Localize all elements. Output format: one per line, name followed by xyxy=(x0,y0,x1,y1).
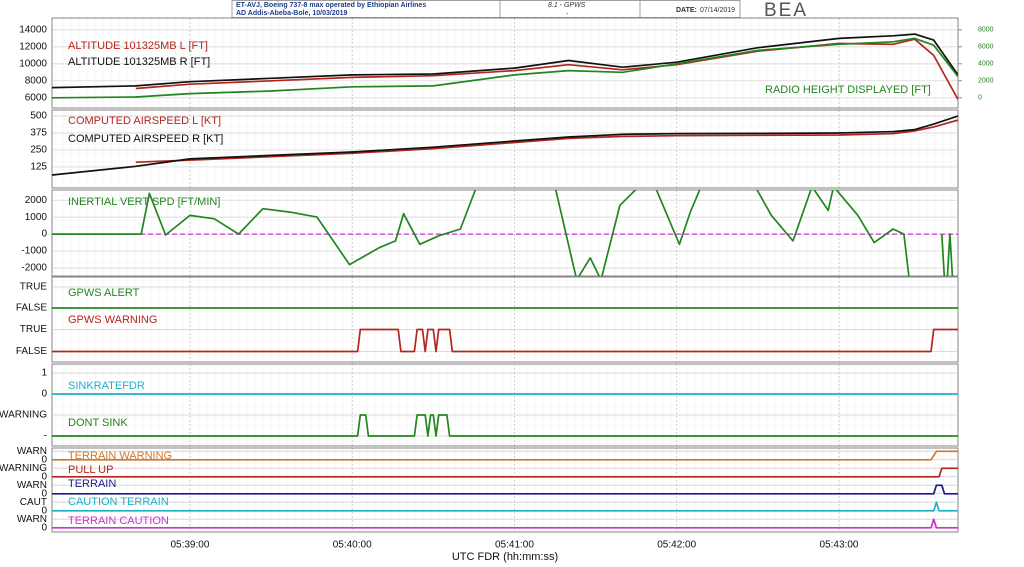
legend-label: ALTITUDE 101325MB L [FT] xyxy=(68,40,208,52)
legend-label: TERRAIN xyxy=(68,478,116,490)
header-date: 07/14/2019 xyxy=(700,7,735,14)
y-tick-label: 0 xyxy=(41,505,47,516)
series-line xyxy=(52,501,958,512)
x-axis-title: UTC FDR (hh:mm:ss) xyxy=(452,551,558,563)
legend-label: INERTIAL VERT SPD [FT/MIN] xyxy=(68,196,220,208)
panel-frame xyxy=(51,363,959,447)
x-tick-label: 05:40:00 xyxy=(333,540,372,551)
legend-label: COMPUTED AIRSPEED L [KT] xyxy=(68,115,221,127)
series-line xyxy=(52,190,954,276)
panel-frame xyxy=(51,17,959,109)
legend-label: PULL UP xyxy=(68,464,113,476)
legend-label: GPWS ALERT xyxy=(68,287,140,299)
panel-frame xyxy=(51,189,959,277)
header-title: ET-AVJ, Boeing 737-8 max operated by Eth… xyxy=(236,2,426,9)
y-tick-label: 14000 xyxy=(19,25,47,36)
series-line xyxy=(135,38,958,100)
header-box xyxy=(231,0,741,18)
x-tick-label: 05:42:00 xyxy=(657,540,696,551)
y-tick-label: 2000 xyxy=(25,195,48,206)
series-line xyxy=(52,115,958,176)
y-tick-label: CAUT xyxy=(20,497,47,508)
panel-frame xyxy=(51,447,959,533)
panel-background xyxy=(52,110,958,188)
y2-tick-label: 0 xyxy=(978,95,982,102)
panel-background xyxy=(52,364,958,446)
panel-background xyxy=(52,277,958,362)
series-line xyxy=(52,33,958,89)
legend-label: GPWS WARNING xyxy=(68,314,157,326)
legend-label: RADIO HEIGHT DISPLAYED [FT] xyxy=(765,84,931,96)
x-tick-label: 05:41:00 xyxy=(495,540,534,551)
legend-label: DONT SINK xyxy=(68,417,128,429)
y-tick-label: WARN xyxy=(17,480,47,491)
panel-background xyxy=(52,448,958,532)
y-tick-label: WARN xyxy=(17,446,47,457)
y-tick-label: WARNING xyxy=(0,410,47,421)
y-tick-label: 375 xyxy=(30,128,47,139)
y-tick-label: WARN xyxy=(17,514,47,525)
y-tick-label: -1000 xyxy=(21,246,47,257)
series-line xyxy=(52,37,958,99)
y-tick-label: 12000 xyxy=(19,42,47,53)
legend-label: ALTITUDE 101325MB R [FT] xyxy=(68,56,210,68)
legend-label: TERRAIN CAUTION xyxy=(68,515,169,527)
y-tick-label: TRUE xyxy=(20,282,48,293)
y-tick-label: 10000 xyxy=(19,58,47,69)
y-tick-label: 0 xyxy=(41,471,47,482)
y2-tick-label: 4000 xyxy=(978,61,994,68)
y-tick-label: FALSE xyxy=(16,346,47,357)
y-tick-label: 6000 xyxy=(25,92,48,103)
y-tick-label: - xyxy=(44,431,47,442)
y-tick-label: FALSE xyxy=(16,303,47,314)
y-tick-label: 0 xyxy=(41,522,47,533)
series-line xyxy=(52,328,958,353)
series-line xyxy=(52,414,958,437)
y-tick-label: 0 xyxy=(41,488,47,499)
y-tick-label: 1 xyxy=(41,368,47,379)
y2-tick-label: 8000 xyxy=(978,27,994,34)
y2-tick-label: 2000 xyxy=(978,78,994,85)
y-tick-label: 8000 xyxy=(25,75,48,86)
series-line xyxy=(52,518,958,529)
y-tick-label: -2000 xyxy=(21,263,47,274)
y-tick-label: 250 xyxy=(30,145,47,156)
y-tick-label: 0 xyxy=(41,454,47,465)
x-tick-label: 05:43:00 xyxy=(820,540,859,551)
logo: BEA xyxy=(764,0,808,21)
legend-label: COMPUTED AIRSPEED R [KT] xyxy=(68,133,223,145)
header-date-label: DATE: xyxy=(676,7,697,14)
panel-frame xyxy=(51,109,959,189)
series-line xyxy=(52,467,958,478)
y-tick-label: TRUE xyxy=(20,324,48,335)
y-tick-label: 1000 xyxy=(25,212,48,223)
legend-label: CAUTION TERRAIN xyxy=(68,496,169,508)
legend-label: TERRAIN WARNING xyxy=(68,450,172,462)
y-tick-label: 0 xyxy=(41,389,47,400)
x-tick-label: 05:39:00 xyxy=(170,540,209,551)
panel-frame xyxy=(51,276,959,363)
y-tick-label: WARNING xyxy=(0,463,47,474)
y-tick-label: 125 xyxy=(30,162,47,173)
series-line xyxy=(52,450,958,461)
legend-label: SINKRATEFDR xyxy=(68,380,145,392)
y2-tick-label: 6000 xyxy=(978,44,994,51)
header-section: 8.1 - GPWS xyxy=(548,2,586,9)
y-tick-label: 0 xyxy=(41,229,47,240)
panel-background xyxy=(52,190,958,276)
y-tick-label: 500 xyxy=(30,111,47,122)
series-line xyxy=(135,119,958,164)
header: ET-AVJ, Boeing 737-8 max operated by Eth… xyxy=(231,0,808,21)
series-line xyxy=(52,484,958,495)
header-subtitle: AD Addis-Abeba-Bole, 10/03/2019 xyxy=(236,10,347,17)
header-section-note: - xyxy=(566,11,569,18)
